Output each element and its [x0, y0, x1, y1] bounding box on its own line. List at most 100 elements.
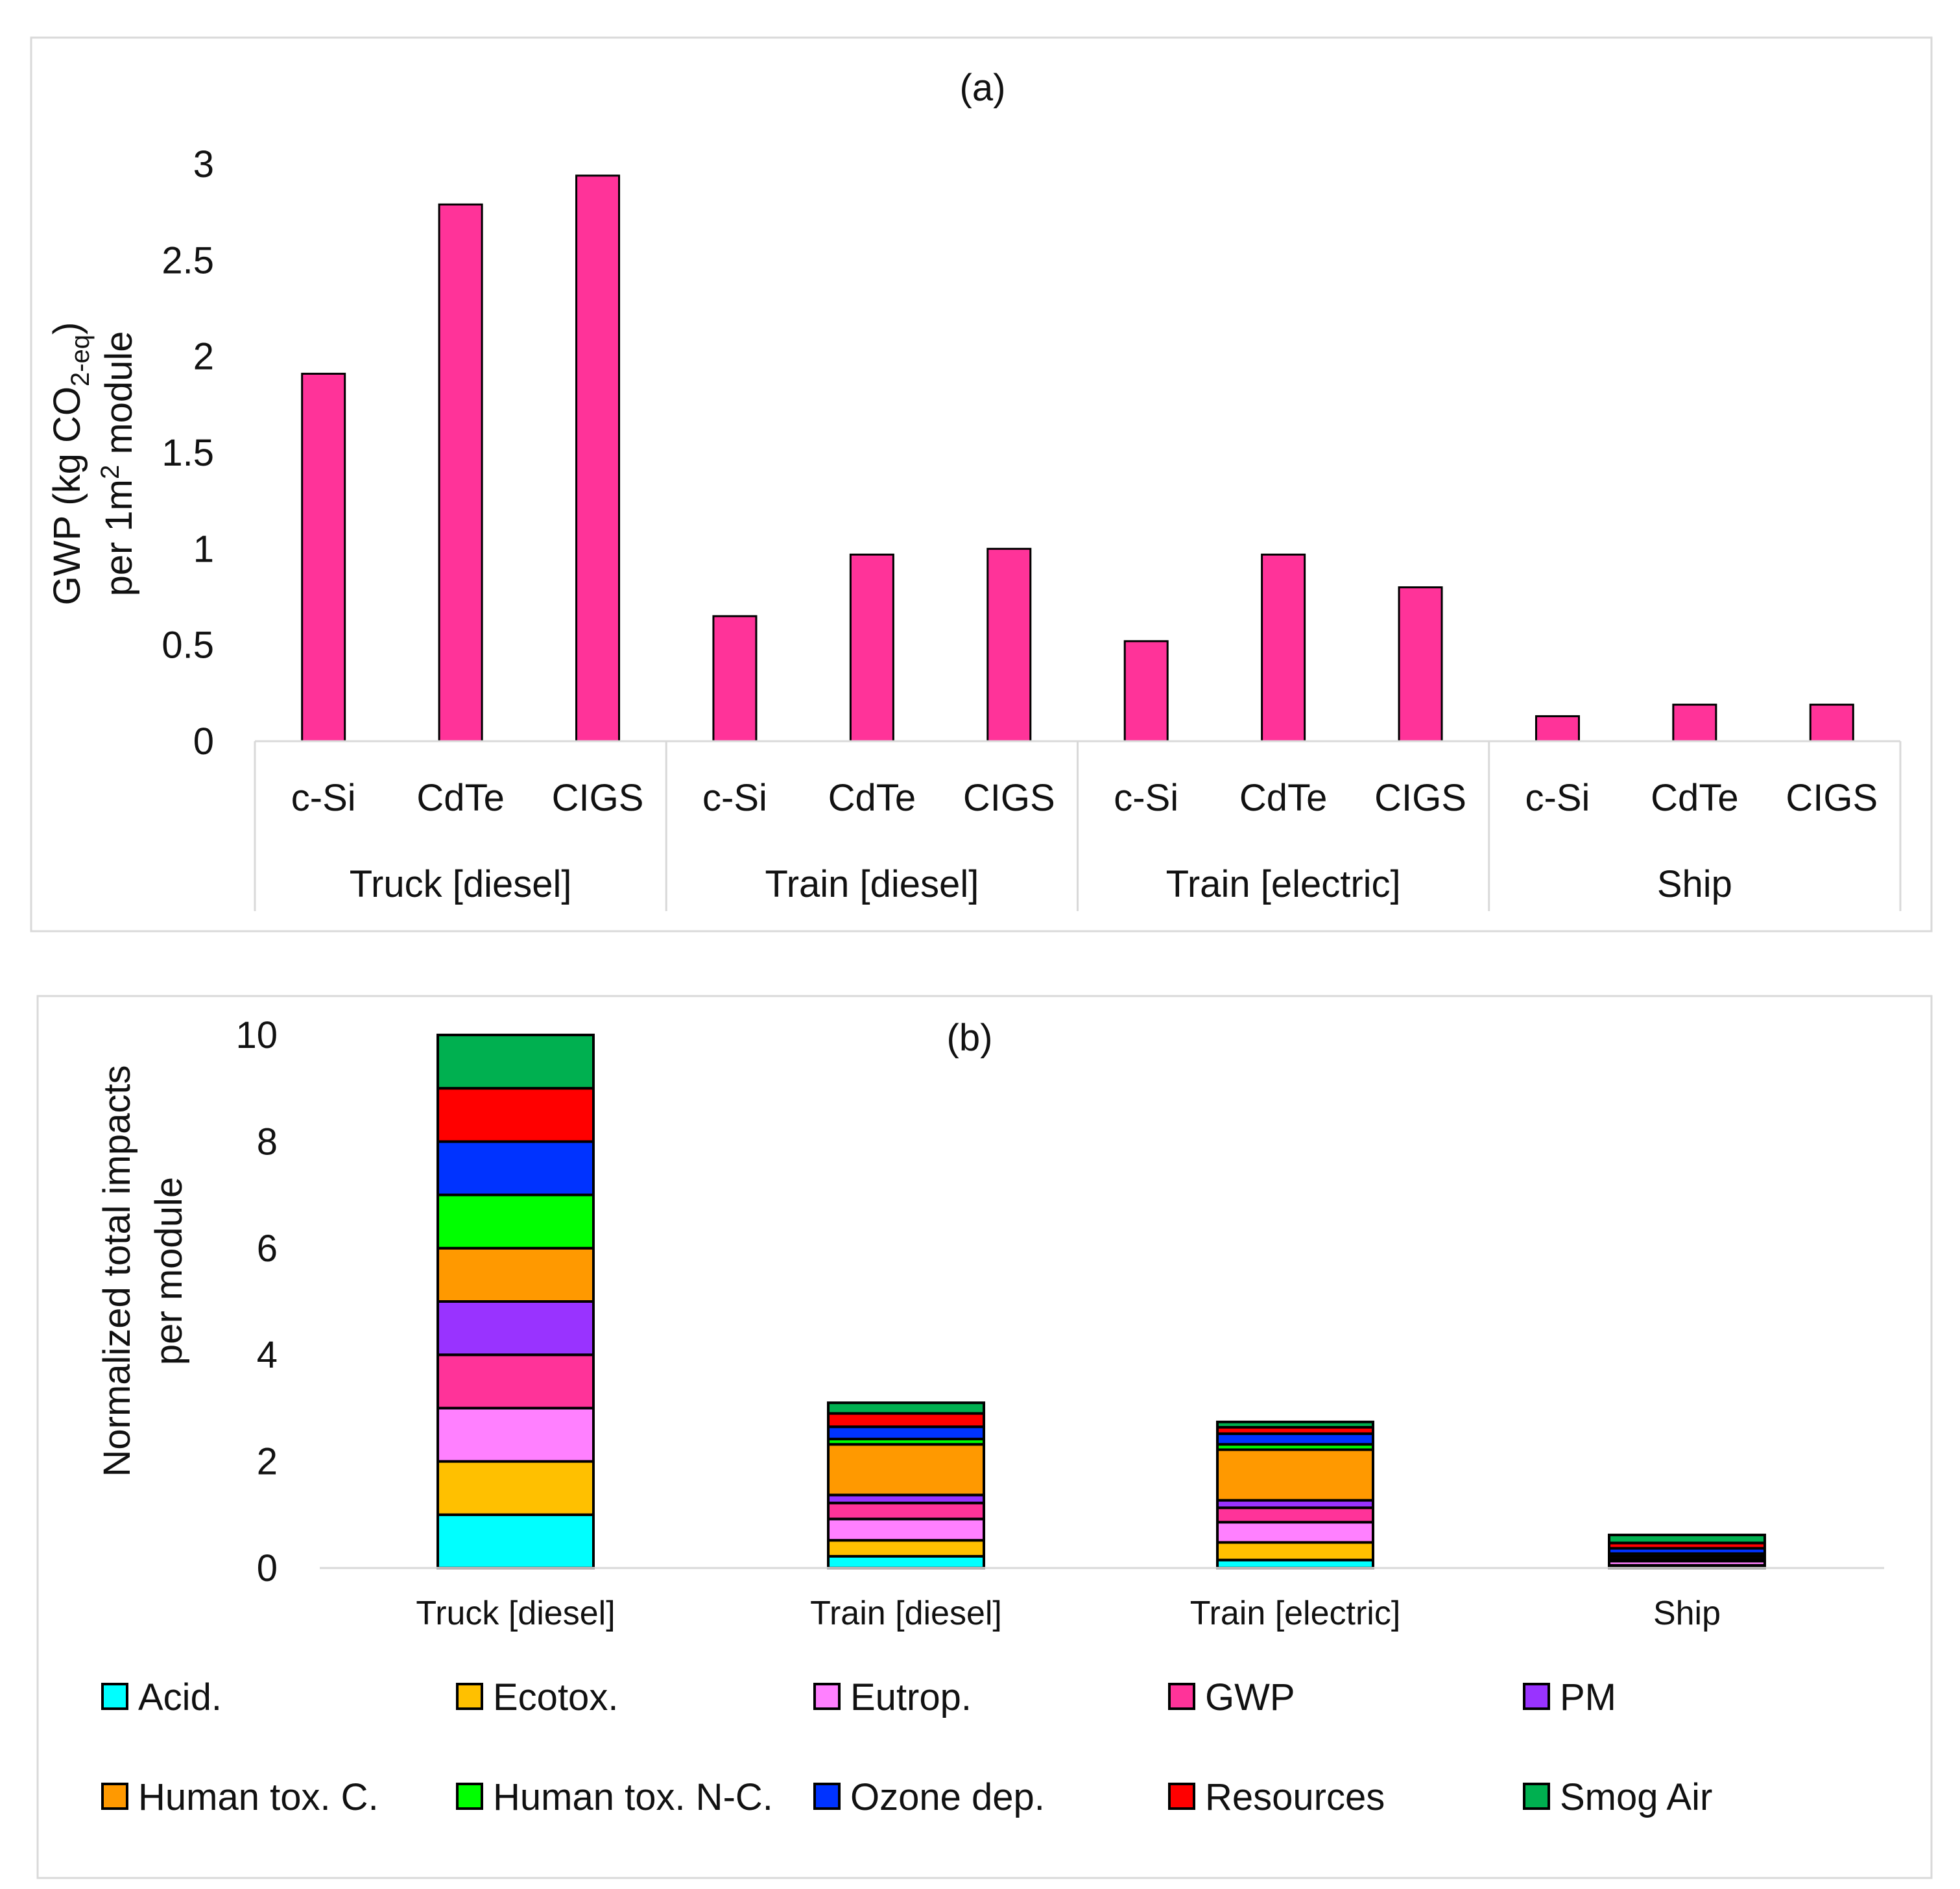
panel-b-bar-segment [1216, 1541, 1374, 1562]
panel-b-bar-segment [436, 1513, 595, 1570]
panel-b-bar-segment [436, 1193, 595, 1250]
panel-b-y-tick-label: 6 [257, 1228, 278, 1270]
panel-a-y-ticks: 0 0.5 1 1.5 2 2.5 3 [161, 143, 214, 763]
panel-b-bar-segment [827, 1425, 985, 1441]
panel-a-bar [849, 553, 894, 743]
panel-a-bar [1123, 640, 1169, 743]
panel-b-legend-swatch [1168, 1683, 1195, 1710]
panel-b-title: (b) [947, 1017, 993, 1059]
panel-b-bar-segment [827, 1412, 985, 1429]
panel-b-bar-segment [436, 1246, 595, 1303]
panel-a-bar-label: CIGS [1374, 777, 1466, 819]
panel-b-category-axis: Truck [diesel] Train [diesel] Train [elect… [320, 1567, 1884, 1632]
panel-a-bar-label: c-Si [702, 777, 767, 819]
panel-b-category-label: Train [electric] [1190, 1595, 1401, 1632]
panel-b-legend-label: PM [1560, 1676, 1616, 1718]
panel-b-bar-segment [827, 1517, 985, 1542]
panel-b: (b) Normalized total impacts per module … [36, 995, 1933, 1879]
panel-a-ylabel-line1: GWP (kg CO2-eq) [46, 322, 95, 606]
panel-b-legend-swatch [1523, 1683, 1550, 1710]
panel-a-bar-label: CdTe [416, 777, 504, 819]
panel-b-legend-swatch [1168, 1783, 1195, 1810]
panel-a-ylabel-line2: per 1m2 module [96, 331, 140, 596]
panel-a-bar-label: CIGS [963, 777, 1055, 819]
panel-a-bar-label: c-Si [1525, 777, 1590, 819]
panel-b-legend-swatch [101, 1783, 128, 1810]
panel-b-bar-segment [1216, 1521, 1374, 1544]
panel-a-bar [1398, 586, 1443, 743]
panel-b-ylabel-line2: per module [148, 1177, 190, 1365]
panel-b-legend: Acid. Ecotox. Eutrop. GWP PM Human tox. C. Hum… [101, 1676, 1712, 1818]
panel-a-y-tick-label: 0 [193, 720, 214, 763]
panel-b-legend-swatch [456, 1683, 483, 1710]
panel-a-y-tick-label: 0.5 [161, 624, 214, 667]
panel-a-bar-label: CIGS [552, 777, 644, 819]
panel-b-legend-swatch [1523, 1783, 1550, 1810]
panel-b-bar-segment [1216, 1506, 1374, 1524]
panel-b-legend-swatch [813, 1683, 841, 1710]
panel-a-title: (a) [960, 67, 1006, 109]
panel-a-bar-label: c-Si [1114, 777, 1178, 819]
panel-a-y-tick-label: 3 [193, 143, 214, 185]
panel-a-bar-label: CdTe [1239, 777, 1327, 819]
panel-b-ylabel-line1: Normalized total impacts [96, 1065, 138, 1477]
panel-b-y-tick-label: 2 [257, 1441, 278, 1483]
panel-a-bar-label: CdTe [1651, 777, 1738, 819]
panel-b-legend-label: Ozone dep. [850, 1776, 1045, 1818]
panel-b-legend-label: Smog Air [1560, 1776, 1712, 1818]
panel-b-legend-label: Human tox. C. [138, 1776, 379, 1818]
panel-a-category-axis: c-Si CdTe CIGS Truck [diesel] c-Si CdTe CIGS Tr… [254, 740, 1902, 911]
panel-b-y-ticks: 0 2 4 6 8 10 [235, 1014, 278, 1589]
panel-b-frame [36, 995, 1933, 1879]
panel-b-bar-segment [436, 1353, 595, 1410]
panel-b-y-tick-label: 4 [257, 1334, 278, 1376]
panel-a: (a) GWP (kg CO2-eq) per 1m2 module 0 0.5 1… [30, 36, 1933, 933]
panel-a-bar-label: c-Si [291, 777, 356, 819]
panel-b-bar-segment [1216, 1432, 1374, 1446]
panel-b-bar-segment [436, 1300, 595, 1357]
panel-b-legend-label: Acid. [138, 1676, 222, 1718]
panel-b-stacked-bars [436, 1034, 1766, 1570]
panel-b-legend-label: Resources [1205, 1776, 1385, 1818]
panel-b-legend-swatch [456, 1783, 483, 1810]
panel-b-y-tick-label: 10 [235, 1014, 278, 1056]
panel-b-bar-segment [827, 1401, 985, 1415]
panel-b-bar-segment [1216, 1448, 1374, 1502]
panel-b-bar-segment [1608, 1534, 1766, 1545]
panel-b-legend-swatch [813, 1783, 841, 1810]
panel-a-group-label: Train [electric] [1166, 863, 1401, 905]
panel-a-bar [1535, 715, 1580, 743]
panel-a-bar [438, 203, 483, 743]
panel-b-legend-label: Ecotox. [493, 1676, 618, 1718]
panel-a-bar-label: CIGS [1786, 777, 1878, 819]
panel-b-bar-segment [436, 1034, 595, 1090]
panel-b-bar-segment [436, 1140, 595, 1196]
panel-b-y-tick-label: 8 [257, 1121, 278, 1163]
panel-b-legend-swatch [101, 1683, 128, 1710]
panel-b-category-label: Train [diesel] [810, 1595, 1002, 1632]
panel-a-y-tick-label: 1 [193, 528, 214, 570]
panel-b-bar-segment [827, 1554, 985, 1570]
panel-b-bar-segment [436, 1087, 595, 1143]
panel-b-legend-label: Human tox. N-C. [493, 1776, 773, 1818]
panel-a-bar [712, 615, 758, 743]
panel-b-category-label: Ship [1653, 1595, 1721, 1632]
panel-a-bar-label: CdTe [828, 777, 916, 819]
panel-a-group-label: Ship [1657, 863, 1732, 905]
panel-b-legend-label: GWP [1205, 1676, 1295, 1718]
panel-a-bar [575, 174, 621, 743]
panel-b-bar-segment [436, 1407, 595, 1463]
panel-a-bars [301, 174, 1854, 743]
panel-a-frame [30, 36, 1933, 933]
panel-a-group-label: Truck [diesel] [350, 863, 572, 905]
panel-a-bar [1809, 704, 1854, 743]
panel-a-group-label: Train [diesel] [765, 863, 979, 905]
panel-a-y-tick-label: 2.5 [161, 239, 214, 281]
panel-a-bar [1672, 704, 1717, 743]
panel-b-bar-segment [827, 1539, 985, 1558]
panel-b-bar-segment [827, 1501, 985, 1521]
panel-b-category-label: Truck [diesel] [416, 1595, 615, 1632]
panel-a-bar [301, 372, 346, 743]
panel-b-bar-segment [1216, 1420, 1374, 1429]
